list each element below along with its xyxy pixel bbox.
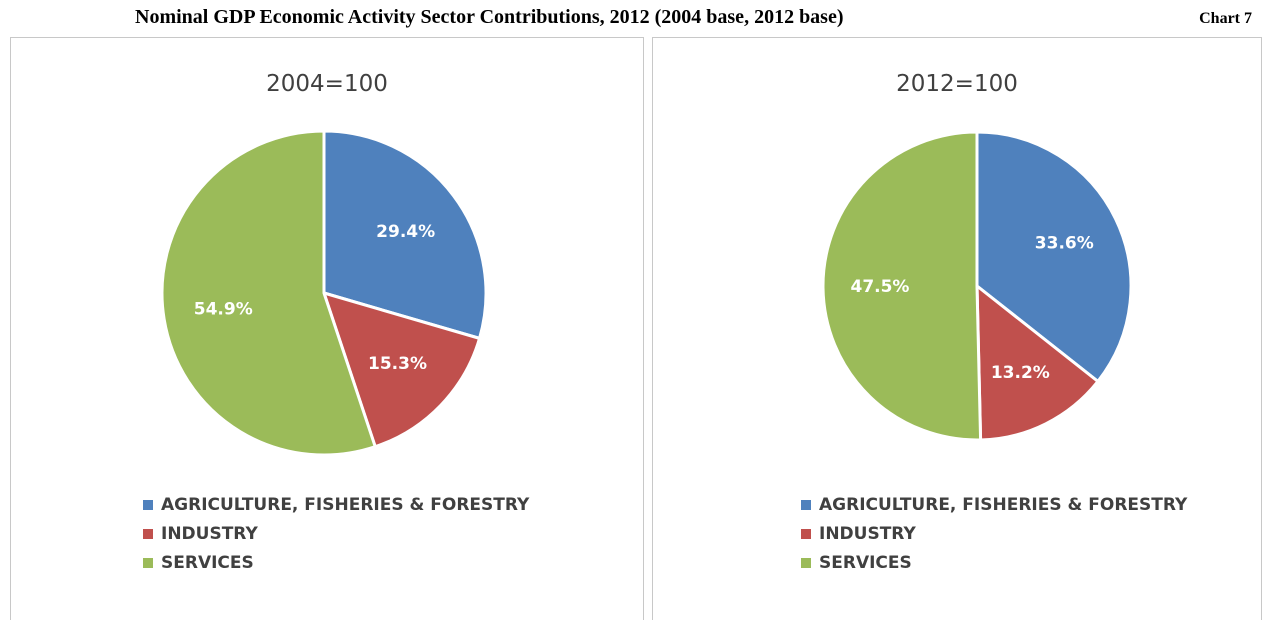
legend-swatch-services — [143, 557, 153, 568]
legend-item-services: SERVICES — [143, 548, 529, 577]
data-label-industry: 13.2% — [991, 363, 1050, 383]
pie-title: 2004=100 — [266, 71, 388, 97]
chart-panel-2004: 2004=100 29.4% 15.3% 54.9% AGRICULTURE, FI… — [10, 37, 644, 620]
legend-swatch-agriculture — [143, 499, 153, 510]
legend-item-industry: INDUSTRY — [801, 519, 1187, 548]
chart-panel-2012: 2012=100 33.6% 13.2% 47.5% AGRICULTURE, FI… — [652, 37, 1262, 620]
legend-item-agriculture: AGRICULTURE, FISHERIES & FORESTRY — [143, 490, 529, 519]
legend-swatch-services — [801, 557, 811, 568]
legend-item-agriculture: AGRICULTURE, FISHERIES & FORESTRY — [801, 490, 1187, 519]
legend-label: SERVICES — [161, 552, 254, 573]
legend-label: INDUSTRY — [819, 523, 916, 544]
pie-slice-services — [160, 129, 377, 457]
legend: AGRICULTURE, FISHERIES & FORESTRY INDUST… — [801, 490, 1187, 577]
data-label-services: 54.9% — [194, 299, 253, 319]
legend-swatch-agriculture — [801, 499, 811, 510]
pie-chart-2004: 29.4% 15.3% 54.9% — [160, 129, 488, 457]
data-label-industry: 15.3% — [368, 354, 427, 374]
pie-slice-industry — [975, 284, 1100, 442]
chart-number: Chart 7 — [1199, 10, 1252, 27]
data-label-agriculture: 33.6% — [1035, 234, 1094, 254]
data-label-services: 47.5% — [850, 277, 909, 297]
pie-slice-agriculture — [975, 130, 1133, 383]
legend-item-services: SERVICES — [801, 548, 1187, 577]
pie-slice-agriculture — [322, 129, 488, 340]
legend-label: INDUSTRY — [161, 523, 258, 544]
legend-swatch-industry — [801, 528, 811, 539]
pie-title: 2012=100 — [896, 71, 1018, 97]
pie-chart-2012: 33.6% 13.2% 47.5% — [821, 130, 1133, 442]
legend-item-industry: INDUSTRY — [143, 519, 529, 548]
legend: AGRICULTURE, FISHERIES & FORESTRY INDUST… — [143, 490, 529, 577]
pie-slice-services — [821, 130, 983, 442]
data-label-agriculture: 29.4% — [376, 222, 435, 242]
legend-label: AGRICULTURE, FISHERIES & FORESTRY — [819, 494, 1188, 515]
legend-label: SERVICES — [819, 552, 912, 573]
legend-label: AGRICULTURE, FISHERIES & FORESTRY — [161, 494, 530, 515]
page-title: Nominal GDP Economic Activity Sector Con… — [135, 6, 844, 28]
legend-swatch-industry — [143, 528, 153, 539]
